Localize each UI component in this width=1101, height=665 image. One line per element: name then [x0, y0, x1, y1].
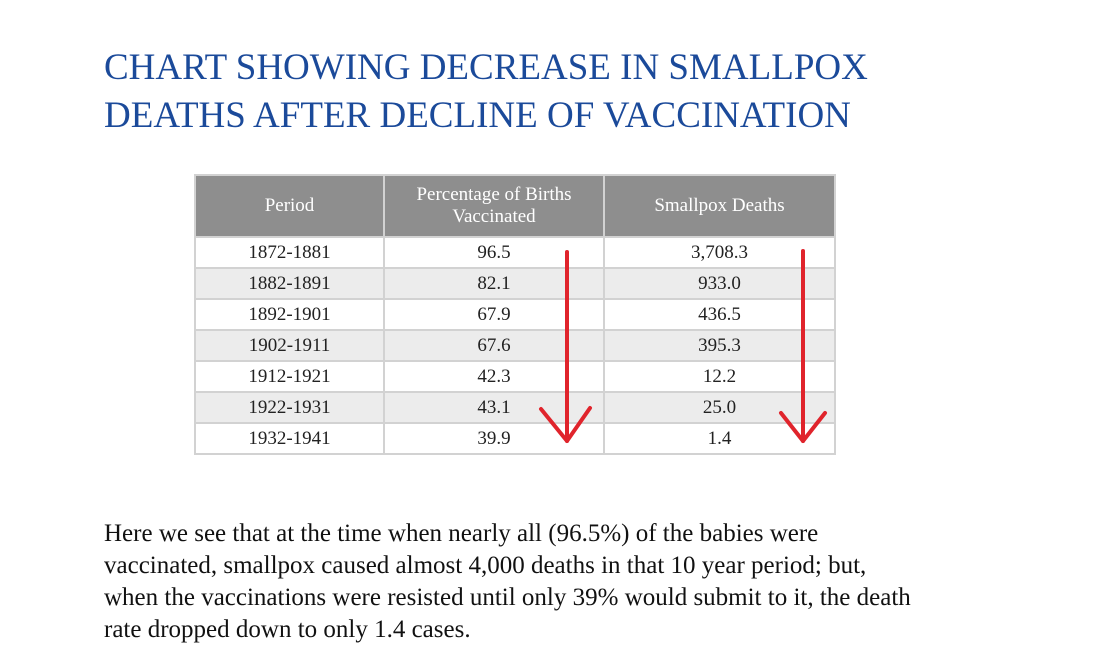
page-title: CHART SHOWING DECREASE IN SMALLPOX DEATH… [104, 44, 868, 140]
table-row: 1922-1931 43.1 25.0 [194, 391, 836, 424]
cell-deaths: 1.4 [603, 422, 836, 455]
cell-deaths: 395.3 [603, 329, 836, 362]
cell-period: 1872-1881 [194, 236, 385, 269]
cell-period: 1912-1921 [194, 360, 385, 393]
cell-pct: 39.9 [383, 422, 605, 455]
cell-period: 1922-1931 [194, 391, 385, 424]
table-row: 1902-1911 67.6 395.3 [194, 329, 836, 362]
cell-period: 1902-1911 [194, 329, 385, 362]
table-header-row: Period Percentage of Births Vaccinated S… [194, 174, 836, 238]
explanation-line-2: vaccinated, smallpox caused almost 4,000… [104, 552, 867, 579]
explanation-paragraph: Here we see that at the time when nearly… [104, 518, 1004, 646]
explanation-line-4: rate dropped down to only 1.4 cases. [104, 616, 471, 643]
header-period: Period [194, 174, 385, 238]
cell-pct: 42.3 [383, 360, 605, 393]
cell-deaths: 933.0 [603, 267, 836, 300]
table-row: 1932-1941 39.9 1.4 [194, 422, 836, 455]
cell-period: 1892-1901 [194, 298, 385, 331]
header-pct-line-1: Percentage of Births [416, 184, 572, 205]
cell-period: 1932-1941 [194, 422, 385, 455]
cell-pct: 67.6 [383, 329, 605, 362]
explanation-line-3: when the vaccinations were resisted unti… [104, 584, 911, 611]
cell-deaths: 3,708.3 [603, 236, 836, 269]
vaccination-deaths-table: Period Percentage of Births Vaccinated S… [194, 174, 836, 455]
header-percentage-vaccinated: Percentage of Births Vaccinated [383, 174, 605, 238]
table-row: 1912-1921 42.3 12.2 [194, 360, 836, 393]
explanation-line-1: Here we see that at the time when nearly… [104, 520, 819, 547]
cell-deaths: 12.2 [603, 360, 836, 393]
table-row: 1892-1901 67.9 436.5 [194, 298, 836, 331]
cell-pct: 67.9 [383, 298, 605, 331]
header-pct-line-2: Vaccinated [452, 206, 536, 227]
header-smallpox-deaths: Smallpox Deaths [603, 174, 836, 238]
cell-pct: 96.5 [383, 236, 605, 269]
table-row: 1882-1891 82.1 933.0 [194, 267, 836, 300]
table-row: 1872-1881 96.5 3,708.3 [194, 236, 836, 269]
page-title-line-2: DEATHS AFTER DECLINE OF VACCINATION [104, 95, 851, 136]
cell-deaths: 436.5 [603, 298, 836, 331]
cell-period: 1882-1891 [194, 267, 385, 300]
cell-pct: 82.1 [383, 267, 605, 300]
page-title-line-1: CHART SHOWING DECREASE IN SMALLPOX [104, 47, 868, 88]
cell-pct: 43.1 [383, 391, 605, 424]
cell-deaths: 25.0 [603, 391, 836, 424]
